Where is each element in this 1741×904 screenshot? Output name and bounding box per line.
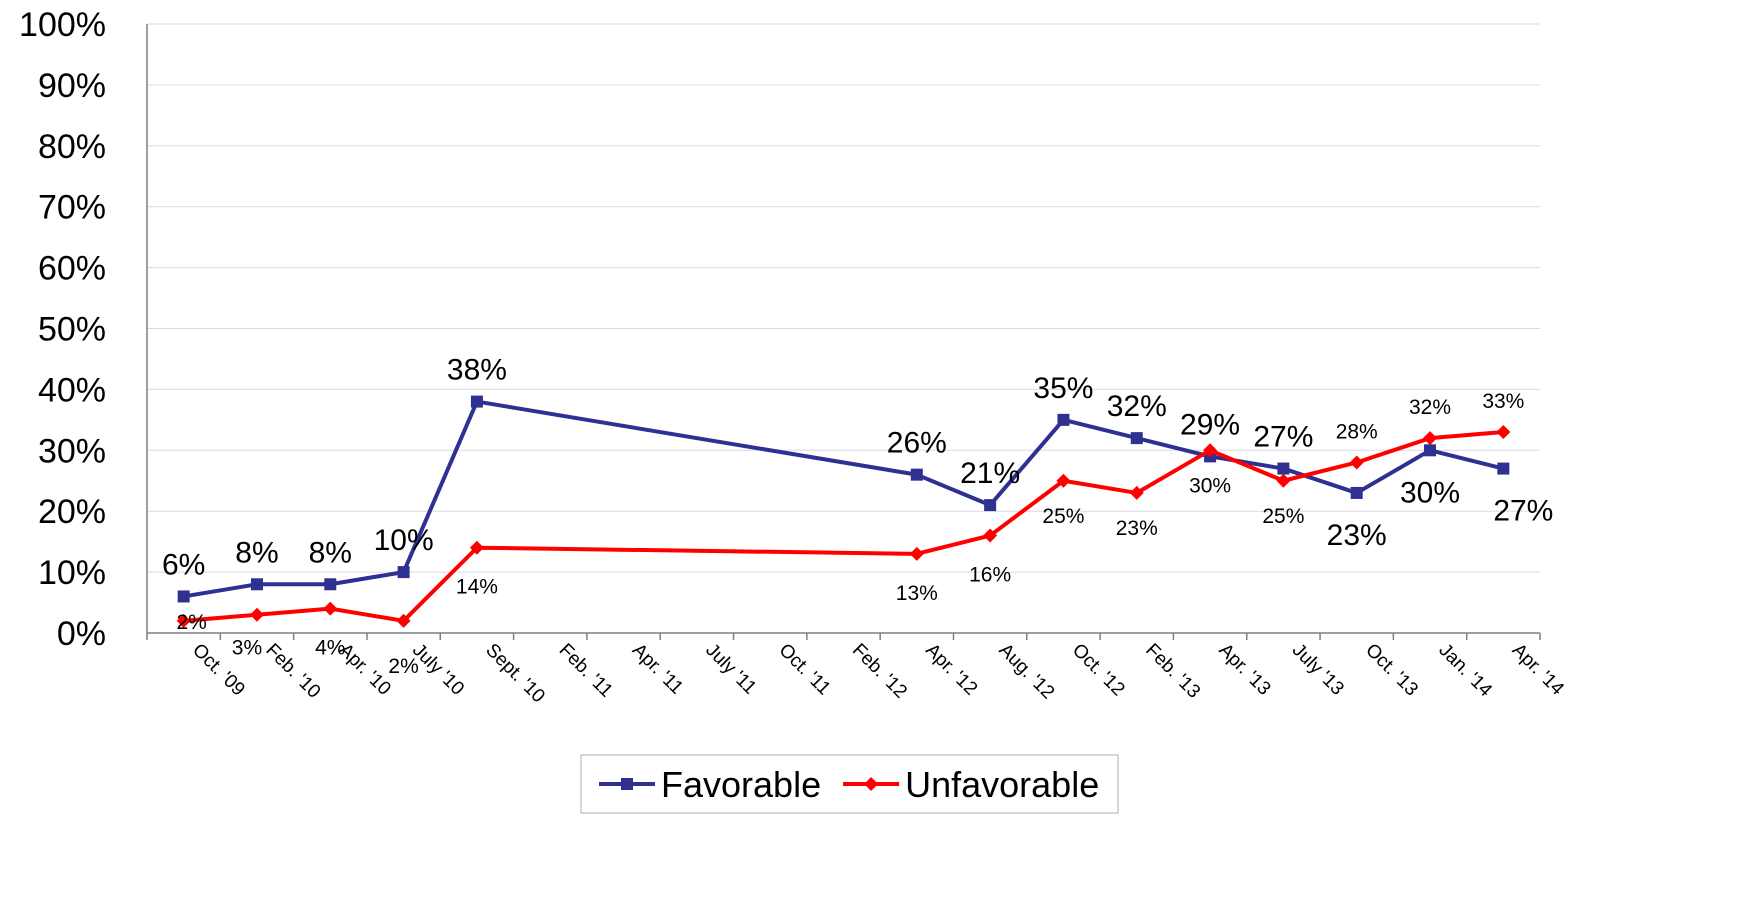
data-point (250, 578, 263, 591)
data-label: 8% (309, 536, 352, 569)
x-tick-label: Feb. '12 (848, 640, 911, 703)
data-point (249, 607, 264, 622)
data-point (1423, 431, 1438, 446)
x-tick-label: Oct. '11 (775, 640, 835, 700)
gridlines (147, 23, 1540, 573)
data-label: 30% (1400, 476, 1460, 509)
data-labels: 6% 8% 8% 10% 38% 26% 21% 35% 32% 29% 27% 23% 30% 27% 2… (162, 354, 1553, 678)
data-point (176, 613, 191, 628)
x-tick-label: Feb. '11 (555, 640, 617, 702)
data-label: 10% (374, 524, 434, 557)
legend-marker (864, 777, 879, 791)
data-label: 23% (1116, 517, 1158, 540)
data-point (909, 546, 924, 561)
data-point (910, 468, 923, 481)
data-point (1350, 486, 1363, 499)
data-label: 33% (1482, 390, 1524, 413)
data-label: 3% (232, 637, 262, 660)
data-label: 26% (887, 427, 947, 460)
data-point (1424, 444, 1437, 457)
data-label: 16% (969, 564, 1011, 587)
data-point (470, 395, 483, 408)
y-tick-label: 40% (38, 371, 106, 409)
data-label: 21% (960, 457, 1020, 490)
x-tick-label: Apr. '11 (628, 640, 687, 699)
y-tick-label: 50% (38, 311, 106, 349)
x-tick-label: Oct. '12 (1068, 640, 1129, 701)
data-label: 14% (456, 576, 498, 599)
y-tick-label: 0% (57, 615, 106, 653)
y-tick-label: 80% (38, 128, 106, 166)
data-label: 35% (1033, 372, 1093, 405)
data-point (1276, 473, 1291, 488)
data-point (1349, 455, 1364, 470)
data-label: 6% (162, 548, 205, 581)
y-tick-label: 10% (38, 554, 106, 592)
data-point (469, 540, 484, 555)
data-label: 30% (1189, 474, 1231, 497)
y-tick-label: 100% (19, 6, 106, 44)
data-point (323, 601, 338, 616)
x-tick-label: Feb. '13 (1141, 640, 1204, 703)
data-label: 23% (1327, 519, 1387, 552)
data-label: 27% (1253, 421, 1313, 454)
series-unfavorable (176, 425, 1511, 628)
data-label: 25% (1042, 505, 1084, 528)
axes: 0%10%20%30%40%50%60%70%80%90%100%Oct. '0… (19, 6, 1568, 707)
data-label: 2% (176, 611, 206, 634)
y-tick-label: 90% (38, 67, 106, 105)
x-tick-label: Sept. '10 (481, 640, 548, 707)
data-label: 27% (1493, 495, 1553, 528)
data-label: 8% (235, 536, 278, 569)
data-point (1203, 443, 1218, 458)
data-label: 28% (1336, 420, 1378, 443)
series-line-favorable (183, 399, 1504, 599)
data-point (983, 528, 998, 543)
data-label: 13% (896, 582, 938, 605)
data-label: 25% (1262, 505, 1304, 528)
data-point (1057, 413, 1070, 426)
data-point (177, 590, 190, 603)
data-label: 2% (388, 655, 418, 678)
data-point (984, 499, 997, 512)
data-label: 32% (1409, 396, 1451, 419)
x-tick-label: July '13 (1288, 640, 1348, 700)
data-point (1056, 473, 1071, 488)
x-tick-label: July '11 (701, 640, 760, 699)
data-point (1277, 462, 1290, 475)
legend-label: Unfavorable (905, 764, 1099, 805)
legend: Favorable Unfavorable (580, 754, 1119, 814)
data-point (397, 566, 410, 579)
data-label: 29% (1180, 408, 1240, 441)
data-point (1129, 485, 1144, 500)
legend-marker (621, 778, 633, 790)
y-tick-label: 60% (38, 250, 106, 288)
y-tick-label: 30% (38, 432, 106, 470)
data-point (1496, 425, 1511, 440)
data-point (396, 613, 411, 628)
legend-label: Favorable (661, 764, 821, 805)
data-point (324, 578, 337, 591)
y-tick-label: 70% (38, 189, 106, 227)
data-point (1497, 462, 1510, 475)
x-tick-label: Oct. '13 (1361, 640, 1422, 701)
data-label: 4% (315, 637, 345, 660)
x-tick-label: Apr. '14 (1508, 640, 1568, 700)
x-tick-label: Aug. '12 (995, 640, 1059, 704)
x-tick-label: Apr. '12 (921, 640, 981, 700)
data-label: 38% (447, 354, 507, 387)
series-line-unfavorable (183, 430, 1504, 623)
data-point (1130, 432, 1143, 445)
data-label: 32% (1107, 390, 1167, 423)
y-tick-label: 20% (38, 493, 106, 531)
x-tick-label: Apr. '13 (1215, 640, 1275, 700)
x-tick-label: Jan. '14 (1434, 640, 1496, 702)
series-lines (176, 395, 1511, 628)
